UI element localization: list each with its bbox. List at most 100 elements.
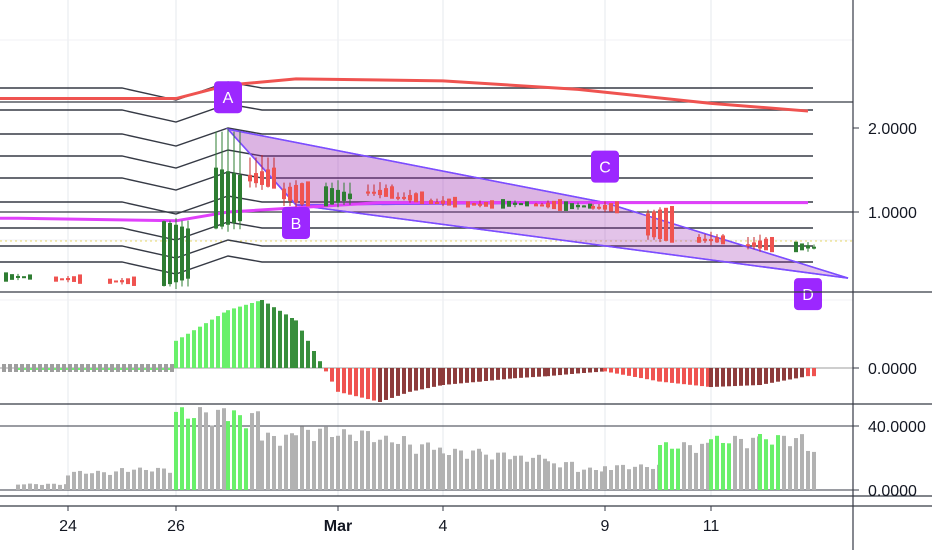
candle-body <box>552 200 556 210</box>
volume-bar <box>582 469 586 490</box>
volume-bar <box>709 439 713 490</box>
candle-body <box>576 204 580 208</box>
candle-body <box>591 206 595 209</box>
oscillator-bar <box>396 368 400 396</box>
candle-body <box>513 202 517 205</box>
candle-body <box>558 199 562 211</box>
volume-bar <box>633 466 637 490</box>
time-axis[interactable]: 24 26 Mar 4 9 11 <box>59 506 719 535</box>
oscillator-bar <box>633 368 637 377</box>
oscillator-bar <box>700 368 704 387</box>
candle-body <box>652 211 656 238</box>
candle-body <box>78 274 82 284</box>
price-panel[interactable]: A B C D <box>0 77 853 311</box>
pattern-bd-line <box>295 204 849 279</box>
candle-body <box>546 202 550 208</box>
volume-bar <box>408 444 412 490</box>
volume-bar <box>330 436 334 490</box>
oscillator-bar <box>134 364 138 372</box>
volume-bar <box>552 463 556 490</box>
volume-bar <box>465 458 469 490</box>
oscillator-bar <box>426 368 430 389</box>
oscillator-bar <box>706 368 710 387</box>
volume-bar <box>627 469 631 490</box>
volume-bar <box>645 467 649 490</box>
volume-bar <box>745 448 749 490</box>
volume-bar <box>525 461 529 490</box>
oscillator-bar <box>56 364 60 372</box>
candle-body <box>770 236 774 253</box>
volume-bar <box>739 438 743 490</box>
candle-body <box>540 204 544 207</box>
oscillator-bar <box>432 368 436 387</box>
oscillator-bar <box>531 368 535 378</box>
oscillator-bar <box>348 368 352 395</box>
price-axis[interactable]: 2.0000 1.0000 0.0000 40.0000 0.0000 <box>853 121 926 500</box>
volume-bar <box>700 443 704 490</box>
oscillator-bar <box>453 368 457 384</box>
volume-bar <box>266 432 270 490</box>
volume-bar <box>256 411 260 490</box>
candle-body <box>534 203 538 207</box>
envelope-band-line <box>0 255 813 275</box>
oscillator-bar <box>98 364 102 372</box>
volume-bar <box>324 426 328 490</box>
abcd-pattern[interactable] <box>225 128 849 279</box>
candle-body <box>806 245 810 249</box>
oscillator-bar <box>420 368 424 390</box>
oscillator-bar <box>216 316 220 368</box>
time-tick-label: 11 <box>703 518 720 535</box>
oscillator-bar <box>519 368 523 378</box>
candle-body <box>447 198 451 206</box>
volume-bar <box>378 439 382 490</box>
volume-bar <box>52 483 56 490</box>
volume-bar <box>788 446 792 490</box>
candle-body <box>715 237 719 243</box>
candle-body <box>812 246 816 249</box>
candle-body <box>564 201 568 211</box>
candlesticks <box>4 129 816 289</box>
candle-body <box>472 203 476 206</box>
volume-bar <box>639 464 643 490</box>
candle-body <box>435 201 439 204</box>
candle-body <box>66 278 70 281</box>
oscillator-bar <box>651 368 655 381</box>
volume-bar <box>543 458 547 490</box>
time-tick-label: 26 <box>167 518 185 535</box>
volume-bar <box>782 435 786 490</box>
oscillator-bar <box>140 364 144 372</box>
volume-bar <box>22 484 26 490</box>
oscillator-bar <box>639 368 643 379</box>
oscillator-panel[interactable] <box>0 300 853 402</box>
oscillator-bar <box>390 368 394 398</box>
oscillator-bar <box>272 307 276 368</box>
volume-bar <box>150 471 154 490</box>
candle-body <box>180 226 184 281</box>
volume-bar <box>174 411 178 490</box>
candle-body <box>420 191 424 205</box>
candle-body <box>764 238 768 251</box>
oscillator-bar <box>300 330 304 368</box>
oscillator-bar <box>776 368 780 382</box>
oscillator-bar <box>800 368 804 378</box>
oscillator-bar <box>546 368 550 377</box>
volume-bar <box>72 471 76 490</box>
volume-bar <box>312 441 316 490</box>
oscillator-tick-label: 0.0000 <box>868 361 917 378</box>
oscillator-bar <box>570 368 574 374</box>
time-tick-label: 24 <box>59 518 77 535</box>
volume-bar <box>232 410 236 490</box>
volume-bar <box>354 440 358 490</box>
oscillator-bar <box>336 368 340 392</box>
oscillator-bar <box>582 368 586 373</box>
volume-panel[interactable] <box>0 407 853 491</box>
oscillator-bar <box>588 368 592 373</box>
oscillator-bar <box>378 368 382 402</box>
price-tick-label: 2.0000 <box>868 121 917 138</box>
candle-body <box>402 196 406 199</box>
volume-tick-label: 40.0000 <box>868 419 926 436</box>
oscillator-bar <box>496 368 500 380</box>
oscillator-bar <box>794 368 798 379</box>
envelope-band-line <box>0 127 813 147</box>
